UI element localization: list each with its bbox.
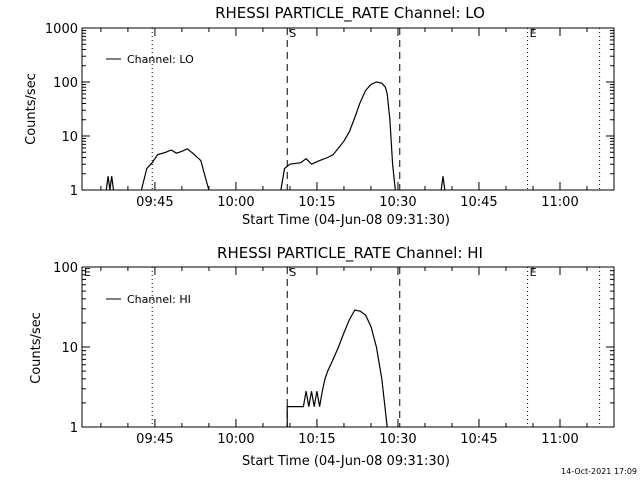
hi-series-segment-0 <box>286 309 388 428</box>
lo-x-tick-label: 11:00 <box>541 195 578 210</box>
hi-chart-title: RHESSI PARTICLE_RATE Channel: HI <box>217 244 483 263</box>
footer-timestamp: 14-Oct-2021 17:09 <box>561 467 637 476</box>
lo-series-segment-2 <box>280 81 396 191</box>
lo-x-tick-label: 10:00 <box>217 195 254 210</box>
lo-series-segment-1 <box>140 148 210 191</box>
hi-y-axis-label: Counts/sec <box>29 312 44 384</box>
lo-y-tick-label: 1000 <box>45 22 78 37</box>
hi-x-tick-label: 10:15 <box>298 432 335 447</box>
lo-y-axis-label: Counts/sec <box>24 73 39 145</box>
lo-channel-panel: RHESSI PARTICLE_RATE Channel: LO Start T… <box>24 4 615 228</box>
lo-marker-label-s: S <box>289 27 296 40</box>
lo-x-tick-label: 09:45 <box>136 195 173 210</box>
hi-x-tick-label: 10:00 <box>217 432 254 447</box>
hi-legend-label: Channel: HI <box>127 293 191 306</box>
lo-legend-label: Channel: LO <box>127 53 194 66</box>
lo-marker-label-e: E <box>530 27 537 40</box>
lo-series-segment-3 <box>440 176 446 191</box>
hi-x-tick-label: 09:45 <box>136 432 173 447</box>
hi-x-tick-label: 11:00 <box>541 432 578 447</box>
hi-x-tick-label: 10:30 <box>379 432 416 447</box>
hi-channel-panel: RHESSI PARTICLE_RATE Channel: HI Start T… <box>29 244 615 469</box>
lo-x-tick-label: 10:30 <box>379 195 416 210</box>
lo-y-tick-label: 1 <box>70 184 78 199</box>
lo-y-tick-label: 100 <box>53 76 78 91</box>
lo-x-tick-label: 10:15 <box>298 195 335 210</box>
lo-x-tick-label: 10:45 <box>460 195 497 210</box>
hi-marker-label-s: S <box>289 266 296 279</box>
lo-series-segment-0 <box>105 176 115 191</box>
hi-y-tick-label: 100 <box>53 261 78 276</box>
hi-marker-label-e: E <box>84 266 91 279</box>
hi-y-tick-label: 1 <box>70 421 78 436</box>
hi-x-axis-label: Start Time (04-Jun-08 09:31:30) <box>242 454 450 469</box>
hi-marker-label-e: E <box>530 266 537 279</box>
lo-y-tick-label: 10 <box>61 130 78 145</box>
hi-y-tick-label: 10 <box>61 341 78 356</box>
hi-x-tick-label: 10:45 <box>460 432 497 447</box>
lo-x-axis-label: Start Time (04-Jun-08 09:31:30) <box>242 213 450 228</box>
lo-chart-title: RHESSI PARTICLE_RATE Channel: LO <box>215 4 485 23</box>
